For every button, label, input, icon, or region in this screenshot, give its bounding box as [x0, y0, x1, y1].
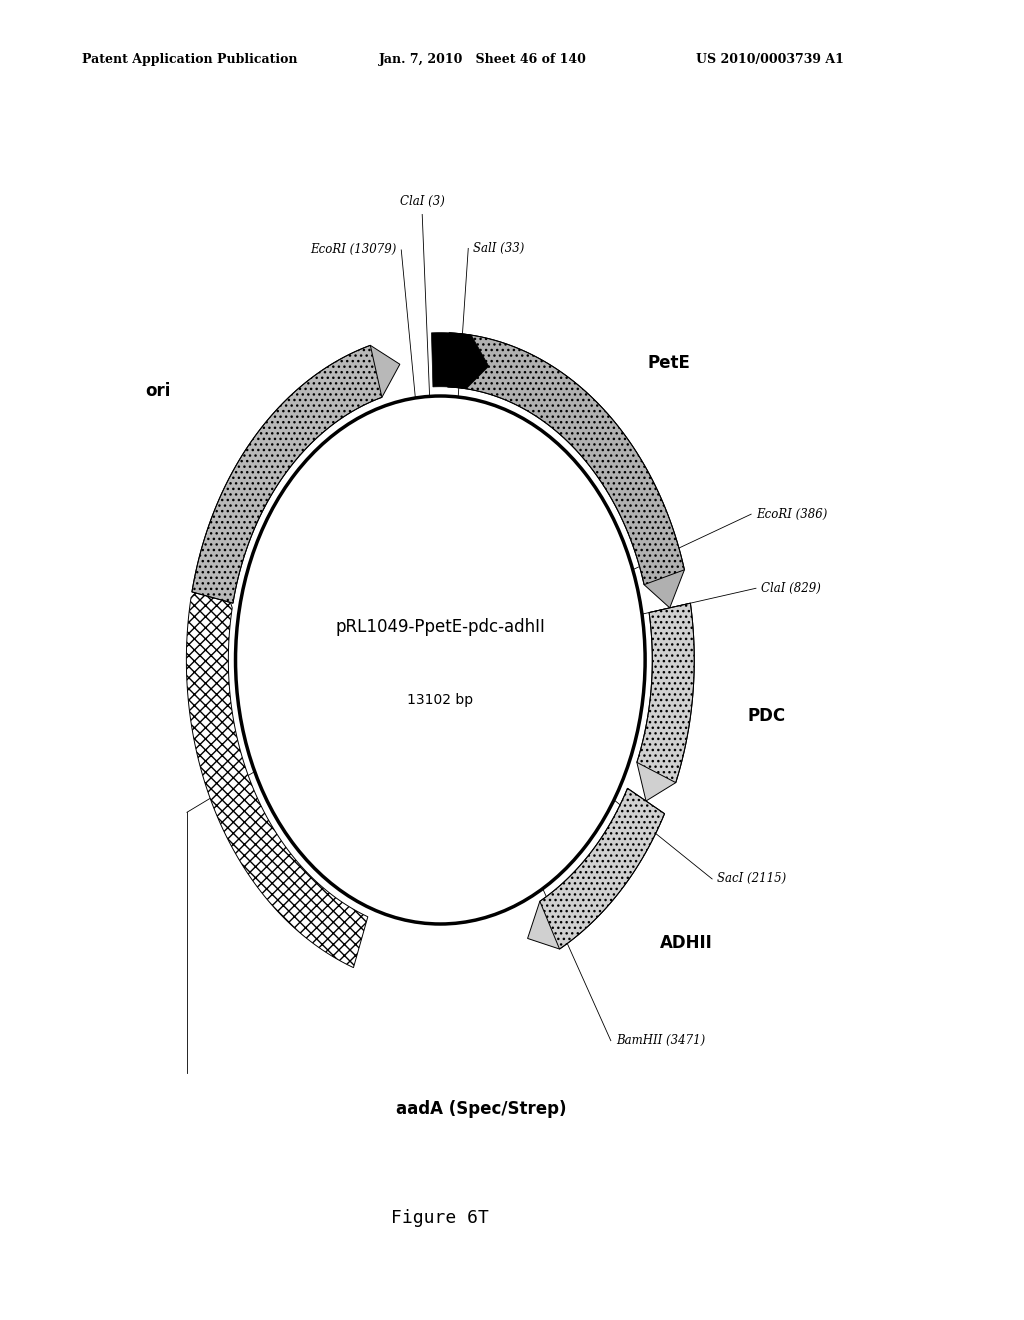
Text: 13102 bp: 13102 bp: [408, 693, 473, 706]
Text: SacI (2115): SacI (2115): [717, 873, 786, 886]
Text: PDC: PDC: [748, 706, 785, 725]
Text: ADHII: ADHII: [659, 933, 713, 952]
Polygon shape: [186, 568, 368, 968]
Text: EcoRI (13079): EcoRI (13079): [310, 243, 396, 256]
Polygon shape: [527, 788, 665, 949]
Text: pRL1049-PpetE-pdc-adhII: pRL1049-PpetE-pdc-adhII: [336, 618, 545, 636]
Text: Figure 6T: Figure 6T: [391, 1209, 489, 1228]
Text: Jan. 7, 2010   Sheet 46 of 140: Jan. 7, 2010 Sheet 46 of 140: [379, 53, 587, 66]
Text: ClaI (3): ClaI (3): [399, 195, 444, 207]
Text: SalI (33): SalI (33): [473, 242, 524, 255]
Text: ori: ori: [145, 383, 170, 400]
Polygon shape: [447, 333, 684, 607]
Text: Patent Application Publication: Patent Application Publication: [82, 53, 297, 66]
Text: US 2010/0003739 A1: US 2010/0003739 A1: [696, 53, 844, 66]
Text: ClaI (829): ClaI (829): [761, 582, 821, 595]
Text: PetE: PetE: [648, 354, 691, 372]
Text: aadA (Spec/Strep): aadA (Spec/Strep): [396, 1100, 566, 1118]
Polygon shape: [431, 333, 488, 389]
Text: EcoRI (386): EcoRI (386): [757, 508, 827, 520]
Text: BamHII (3471): BamHII (3471): [616, 1034, 706, 1047]
Polygon shape: [191, 346, 399, 603]
Polygon shape: [637, 603, 694, 801]
